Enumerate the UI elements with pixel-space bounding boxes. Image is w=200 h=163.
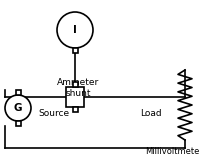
FancyBboxPatch shape [16,121,21,126]
Circle shape [5,95,31,121]
Text: Source: Source [38,109,69,118]
FancyBboxPatch shape [72,82,78,87]
Text: G: G [14,103,22,113]
FancyBboxPatch shape [72,48,78,53]
Text: Millivoltmeter: Millivoltmeter [145,148,200,156]
Text: Ammeter
shunt: Ammeter shunt [57,78,99,98]
Text: I: I [73,25,77,35]
FancyBboxPatch shape [66,87,84,107]
FancyBboxPatch shape [72,107,78,112]
FancyBboxPatch shape [16,90,21,95]
Text: Load: Load [140,109,162,118]
Circle shape [57,12,93,48]
